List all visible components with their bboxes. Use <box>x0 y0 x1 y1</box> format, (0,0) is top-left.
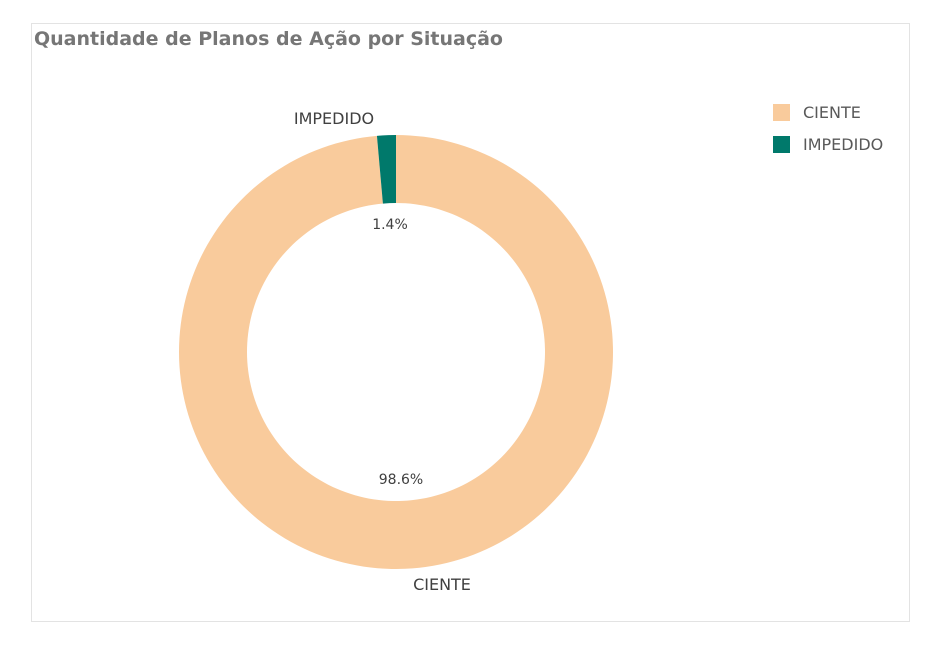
legend-label-impedido: IMPEDIDO <box>803 134 884 154</box>
chart-title: Quantidade de Planos de Ação por Situaçã… <box>34 28 503 50</box>
legend-label-ciente: CIENTE <box>803 102 861 122</box>
category-label-ciente: CIENTE <box>413 575 471 594</box>
chart-panel: Quantidade de Planos de Ação por Situaçã… <box>31 23 910 622</box>
value-label-impedido: 1.4% <box>372 217 408 233</box>
value-label-ciente: 98.6% <box>379 472 423 488</box>
slice-ciente[interactable] <box>178 135 613 570</box>
legend-swatch-ciente <box>773 103 790 121</box>
legend-swatch-impedido <box>773 135 790 153</box>
legend-item-ciente[interactable]: CIENTE <box>773 96 883 128</box>
category-label-impedido: IMPEDIDO <box>294 109 374 128</box>
donut-chart: CIENTE IMPEDIDO 98.6% 1.4% <box>178 109 613 594</box>
chart-legend: CIENTE IMPEDIDO <box>773 96 883 160</box>
legend-item-impedido[interactable]: IMPEDIDO <box>773 128 883 160</box>
slice-impedido[interactable] <box>376 135 396 204</box>
